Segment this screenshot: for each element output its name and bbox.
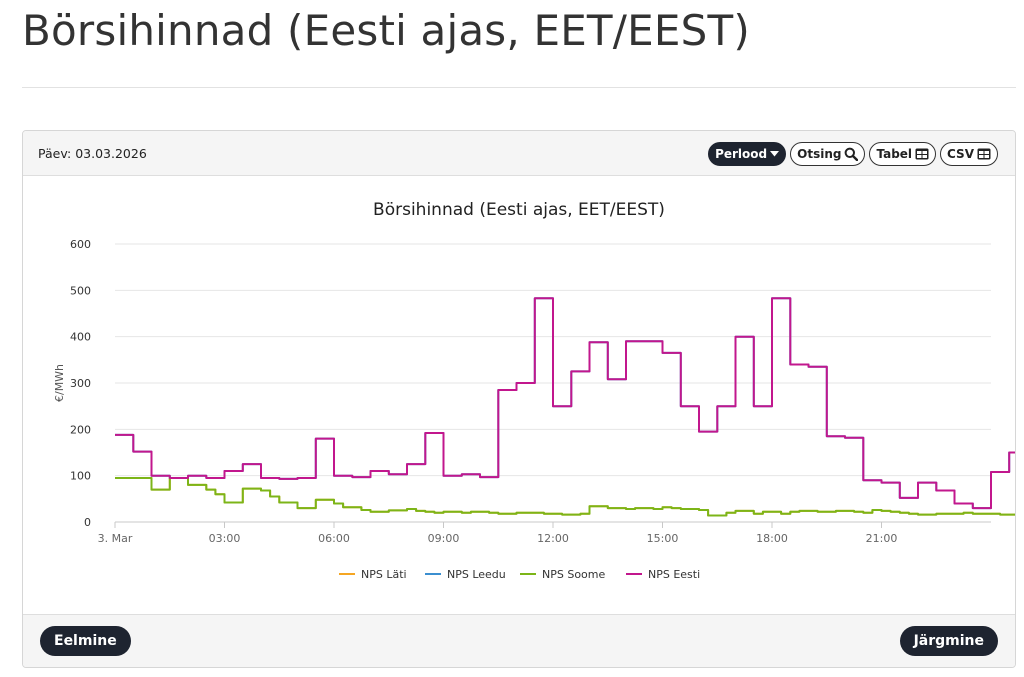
axes: 0 100 200 300 400 500 600 3. Mar 03:00 06:00 09:00…	[53, 238, 897, 545]
series-line	[115, 477, 1015, 517]
x-tick-label: 06:00	[318, 532, 350, 545]
table-button[interactable]: Tabel	[869, 142, 937, 166]
legend-item[interactable]: NPS Leedu	[425, 568, 506, 581]
series-line	[115, 297, 1015, 510]
search-button[interactable]: Otsing	[790, 142, 866, 166]
x-tick-label: 12:00	[537, 532, 569, 545]
divider	[22, 87, 1016, 88]
caret-down-icon	[770, 151, 780, 157]
chart: Börsihinnad (Eesti ajas, EET/EEST) 0 100 2…	[23, 176, 1015, 616]
page-title: Börsihinnad (Eesti ajas, EET/EEST)	[22, 6, 750, 55]
series-lines	[115, 297, 1015, 517]
legend-item[interactable]: NPS Eesti	[626, 568, 700, 581]
chart-title: Börsihinnad (Eesti ajas, EET/EEST)	[373, 200, 665, 220]
legend-label: NPS Eesti	[648, 568, 700, 581]
y-tick-label: 100	[70, 470, 91, 483]
legend-label: NPS Läti	[361, 568, 407, 581]
period-label: Perlood	[715, 147, 768, 161]
y-axis-label: €/MWh	[53, 364, 66, 402]
search-label: Otsing	[797, 147, 842, 161]
y-tick-label: 600	[70, 238, 91, 251]
csv-label: CSV	[947, 147, 974, 161]
legend: NPS Läti NPS Leedu NPS Soome NPS Eesti	[339, 568, 700, 581]
chart-panel: Päev: 03.03.2026 Perlood Otsing Tabel CS…	[22, 130, 1016, 668]
x-tick-label: 3. Mar	[98, 532, 133, 545]
toolbar: Perlood Otsing Tabel CSV	[708, 142, 998, 166]
csv-icon	[977, 148, 991, 160]
legend-item[interactable]: NPS Soome	[520, 568, 605, 581]
y-tick-label: 400	[70, 331, 91, 344]
table-label: Tabel	[876, 147, 913, 161]
x-tick-label: 15:00	[647, 532, 679, 545]
period-button[interactable]: Perlood	[708, 142, 787, 166]
legend-item[interactable]: NPS Läti	[339, 568, 407, 581]
next-button[interactable]: Järgmine	[899, 626, 998, 656]
series-line	[115, 477, 1015, 517]
x-tick-label: 18:00	[756, 532, 788, 545]
csv-button[interactable]: CSV	[940, 142, 998, 166]
prev-button[interactable]: Eelmine	[40, 626, 131, 656]
y-tick-label: 300	[70, 377, 91, 390]
y-tick-label: 0	[84, 516, 91, 529]
table-icon	[915, 148, 929, 160]
series-line	[115, 297, 1015, 510]
x-tick-label: 09:00	[428, 532, 460, 545]
y-tick-label: 500	[70, 284, 91, 297]
panel-header: Päev: 03.03.2026 Perlood Otsing Tabel CS…	[23, 131, 1015, 176]
panel-footer: Eelmine Järgmine	[23, 614, 1015, 667]
x-tick-label: 03:00	[209, 532, 241, 545]
date-label: Päev: 03.03.2026	[38, 146, 147, 161]
y-tick-label: 200	[70, 423, 91, 436]
x-tick-label: 21:00	[866, 532, 898, 545]
legend-label: NPS Soome	[542, 568, 605, 581]
chart-svg: Börsihinnad (Eesti ajas, EET/EEST) 0 100 2…	[53, 200, 1015, 581]
search-icon	[845, 147, 859, 161]
legend-label: NPS Leedu	[447, 568, 506, 581]
